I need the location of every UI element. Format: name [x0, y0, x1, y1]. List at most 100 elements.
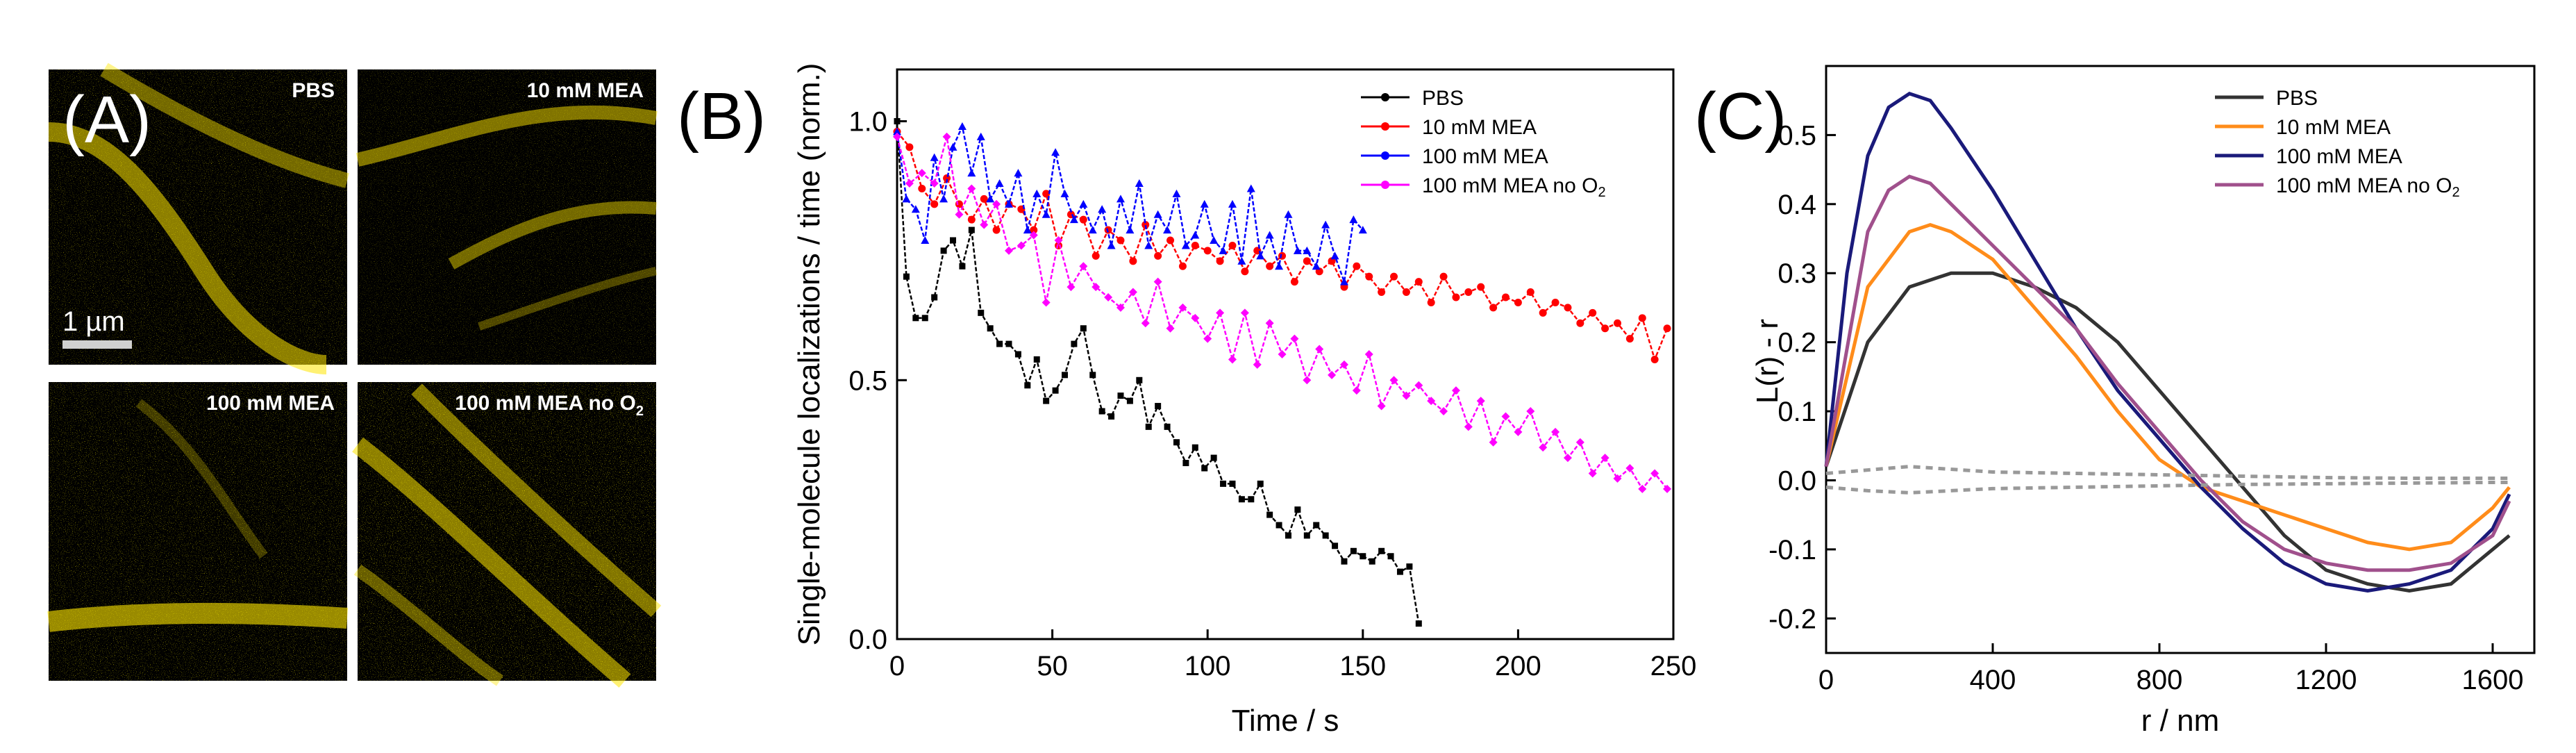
- data-point: [1253, 360, 1262, 369]
- data-point: [1107, 241, 1116, 249]
- data-point: [1364, 350, 1373, 358]
- data-point: [905, 143, 914, 151]
- data-point: [1614, 319, 1622, 327]
- data-point: [930, 179, 939, 188]
- legend-label: 10 mM MEA: [2276, 116, 2391, 139]
- data-point: [1464, 422, 1473, 431]
- data-point: [1191, 231, 1200, 239]
- data-point: [1155, 403, 1162, 410]
- data-point: [1043, 397, 1050, 404]
- data-point: [917, 169, 926, 178]
- data-point: [1601, 324, 1609, 333]
- data-point: [1265, 231, 1274, 239]
- data-point: [986, 195, 995, 203]
- data-point: [1178, 303, 1187, 312]
- data-point: [1576, 319, 1584, 327]
- data-point: [1638, 484, 1647, 493]
- data-point: [1032, 189, 1042, 197]
- data-point: [967, 169, 976, 177]
- legend-item-100-mm-mea: 100 mM MEA: [1361, 145, 1548, 168]
- data-point: [1439, 407, 1448, 415]
- data-point: [1539, 308, 1547, 317]
- panel-a: PBS 1 µm 10 mM MEA 100 mM MEA: [47, 63, 662, 688]
- series-pbs: [894, 118, 1422, 627]
- data-point: [1265, 319, 1274, 328]
- data-point: [1228, 241, 1237, 249]
- series-10-mm-mea: [1824, 222, 2511, 552]
- data-point: [1402, 391, 1411, 400]
- data-point: [1539, 443, 1548, 452]
- data-point: [931, 294, 938, 301]
- data-point: [1322, 532, 1329, 539]
- data-point: [1191, 241, 1199, 249]
- data-point: [992, 199, 1001, 208]
- data-point: [1144, 241, 1153, 249]
- series-10-mm-mea: [893, 127, 1671, 363]
- data-point: [930, 200, 939, 208]
- data-point: [1650, 355, 1659, 363]
- data-point: [1153, 277, 1162, 286]
- data-point: [1092, 283, 1101, 292]
- data-point: [955, 210, 964, 219]
- data-point: [996, 340, 1003, 347]
- data-point: [1023, 226, 1032, 234]
- data-point: [1141, 221, 1150, 229]
- data-point: [1088, 226, 1097, 234]
- x-tick-label: 0: [1818, 665, 1834, 695]
- data-point: [1294, 506, 1301, 513]
- legend-label: 10 mM MEA: [1422, 116, 1537, 139]
- data-point: [1164, 423, 1171, 430]
- data-point: [1575, 438, 1584, 447]
- data-point: [1172, 189, 1181, 197]
- legend-item-pbs: PBS: [2215, 87, 2318, 110]
- data-point: [1451, 386, 1460, 395]
- y-tick-label: 0.0: [1778, 465, 1816, 496]
- data-point: [1650, 469, 1659, 478]
- data-point: [1625, 464, 1634, 472]
- micrograph-10mm-mea: 10 mM MEA: [356, 69, 658, 365]
- data-point: [1228, 355, 1237, 364]
- legend-marker: [1381, 93, 1389, 101]
- data-point: [959, 263, 966, 270]
- data-point: [949, 237, 956, 244]
- data-point: [1163, 226, 1172, 234]
- data-point: [1069, 215, 1078, 224]
- data-point: [1071, 340, 1078, 347]
- series-reference-envelope: [1825, 481, 2509, 495]
- data-point: [1256, 251, 1265, 260]
- data-point: [1004, 199, 1013, 208]
- data-point: [1241, 267, 1249, 276]
- y-tick-label: 0.0: [848, 624, 887, 655]
- panel-label-b: (B): [677, 79, 766, 154]
- data-point: [894, 118, 901, 125]
- data-point: [1589, 308, 1597, 317]
- data-point: [1349, 215, 1358, 224]
- data-point: [1293, 246, 1302, 254]
- data-point: [903, 273, 910, 280]
- data-point: [1278, 350, 1287, 358]
- data-point: [1203, 334, 1212, 343]
- data-point: [980, 220, 989, 229]
- data-point: [942, 132, 951, 141]
- legend-item-10-mm-mea: 10 mM MEA: [2215, 116, 2391, 139]
- series-line: [1824, 222, 2511, 552]
- legend-item-100-mm-mea-no-o: 100 mM MEA no O2: [1361, 174, 1606, 200]
- data-point: [967, 184, 976, 193]
- data-point: [1378, 288, 1386, 297]
- data-point: [1033, 356, 1040, 363]
- data-point: [1427, 397, 1436, 406]
- data-point: [1387, 553, 1394, 560]
- x-tick-label: 0: [889, 651, 905, 681]
- micrograph-100mm-mea-no-o2: 100 mM MEA no O2: [352, 382, 662, 688]
- y-tick-label: 0.3: [1778, 258, 1816, 289]
- series-line: [1825, 465, 2509, 480]
- data-point: [1350, 547, 1357, 554]
- data-point: [1360, 553, 1366, 560]
- data-point: [1042, 298, 1051, 307]
- data-point: [1079, 199, 1088, 208]
- data-point: [1030, 226, 1038, 234]
- data-point: [1339, 277, 1348, 286]
- y-tick-label: 0.5: [848, 365, 887, 396]
- data-point: [980, 195, 988, 203]
- data-point: [1257, 480, 1264, 487]
